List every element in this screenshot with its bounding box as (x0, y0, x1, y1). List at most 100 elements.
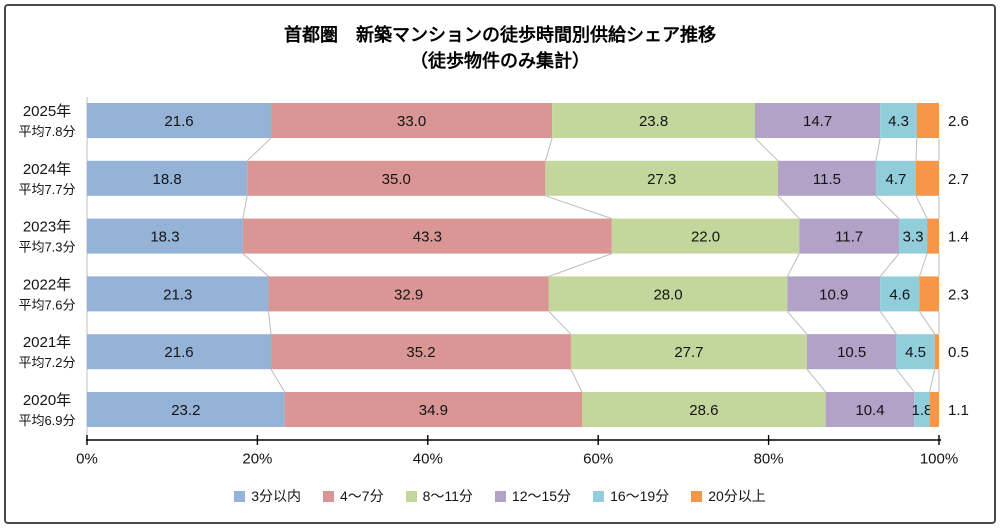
category-label-year: 2023年 (23, 219, 71, 236)
bar-segment (777, 160, 876, 196)
bar-segment (87, 334, 272, 370)
bar-value-label: 1.8 (912, 402, 933, 419)
bar-segment (87, 103, 272, 138)
category-label-avg: 平均7.3分 (18, 240, 75, 255)
category-label-year: 2020年 (23, 392, 71, 409)
bar-value-label: 4.3 (888, 113, 909, 130)
legend-label: 12～15分 (511, 488, 572, 504)
legend-marker-icon (234, 490, 246, 502)
bar-segment (806, 334, 897, 370)
bar-segment (916, 103, 939, 138)
bar-value-label: 11.7 (835, 229, 863, 246)
legend-marker-icon (323, 490, 334, 502)
bar-value-label: 18.3 (150, 229, 179, 246)
series-connector-line (754, 137, 779, 162)
bar-value-label: 18.8 (152, 171, 181, 188)
series-connector-line (246, 137, 272, 162)
bar-segment (896, 334, 935, 370)
legend-item: 4～7分 (323, 486, 384, 506)
x-axis-tick-label: 0% (76, 451, 98, 468)
bar-segment (919, 276, 939, 312)
series-connector-line (786, 311, 808, 335)
bar-segment (87, 218, 243, 254)
legend-label: 4～7分 (340, 488, 384, 504)
bar-value-label: 33.0 (397, 113, 426, 130)
bar-segment (284, 392, 583, 427)
bar-segment (915, 160, 939, 196)
bar-segment (875, 160, 916, 196)
legend-item: 16～19分 (593, 486, 669, 506)
series-connector-line (777, 195, 800, 219)
bar-value-label: 4.7 (886, 171, 907, 188)
bar-segment (898, 218, 928, 254)
bar-segment (880, 276, 920, 312)
category-label-year: 2024年 (23, 161, 71, 178)
chart-title: 首都圏 新築マンションの徒歩時間別供給シェア推移 （徒歩物件のみ集計） (0, 22, 1000, 74)
series-connector-line (270, 368, 286, 393)
series-connector-line (896, 368, 915, 393)
bar-value-label: 28.6 (689, 402, 718, 419)
bar-value-label: 11.5 (813, 171, 841, 188)
bar-value-label: 27.3 (647, 171, 676, 188)
series-connector-line (879, 253, 900, 277)
category-label-year: 2022年 (23, 276, 71, 293)
bar-segment (929, 392, 939, 427)
bar-segment (268, 276, 549, 312)
legend-marker-icon (405, 490, 417, 502)
bar-value-label: 34.9 (419, 402, 448, 419)
bar-value-label: 14.7 (803, 113, 832, 130)
bar-value-label: 3.3 (903, 229, 924, 246)
x-axis-tick-label: 60% (583, 451, 613, 468)
legend-marker-icon (494, 490, 506, 502)
series-connector-line (918, 253, 928, 277)
series-connector-line (786, 253, 800, 277)
bar-segment (87, 160, 248, 196)
series-connector-line (915, 195, 928, 219)
bar-segment (548, 276, 788, 312)
bar-value-label: 28.0 (653, 286, 682, 303)
category-label-avg: 平均7.8分 (18, 124, 75, 139)
bar-value-label: 4.5 (905, 344, 926, 361)
bar-value-label: 10.5 (837, 344, 866, 361)
x-axis-tick-label: 100% (920, 451, 958, 468)
bar-segment (242, 218, 612, 254)
x-axis-tick-label: 40% (413, 451, 443, 468)
bar-value-label: 27.7 (674, 344, 703, 361)
bar-segment (787, 276, 881, 312)
legend-item: 8～11分 (405, 486, 473, 506)
x-axis-tick-label: 80% (754, 451, 784, 468)
bar-segment (582, 392, 826, 427)
series-connector-line (242, 195, 248, 219)
category-label-avg: 平均7.2分 (18, 355, 75, 370)
bar-segment (934, 334, 939, 370)
category-label-year: 2021年 (23, 334, 71, 351)
bar-segment (927, 218, 939, 254)
x-axis-tick-label: 20% (242, 451, 272, 468)
legend-item: 3分以内 (234, 486, 301, 506)
bar-segment (914, 392, 930, 427)
legend-label: 8～11分 (422, 488, 473, 504)
bar-segment (87, 392, 285, 427)
bar-value-label: 21.6 (164, 344, 193, 361)
series-connector-line (570, 368, 583, 393)
series-connector-line (545, 195, 612, 220)
bar-value-label: 2.3 (948, 286, 969, 303)
legend: 3分以内 4～7分 8～11分 12～15分 16～19分 20分以上 (0, 486, 1000, 506)
series-connector-line (929, 369, 936, 393)
bar-segment (570, 334, 807, 370)
bar-value-label: 32.9 (394, 286, 423, 303)
bar-value-label: 4.6 (889, 286, 910, 303)
bar-segment (825, 392, 915, 427)
bar-segment (545, 160, 778, 196)
bar-value-label: 10.4 (855, 402, 884, 419)
bar-value-label: 35.0 (382, 171, 411, 188)
series-connector-line (875, 137, 881, 161)
category-label-year: 2025年 (23, 103, 71, 120)
category-label-avg: 平均7.7分 (18, 182, 75, 197)
legend-label: 16～19分 (610, 488, 670, 504)
series-connector-line (548, 311, 572, 335)
legend-label: 3分以内 (251, 488, 301, 504)
category-label-avg: 平均7.6分 (18, 297, 75, 312)
series-connector-line (544, 137, 553, 161)
